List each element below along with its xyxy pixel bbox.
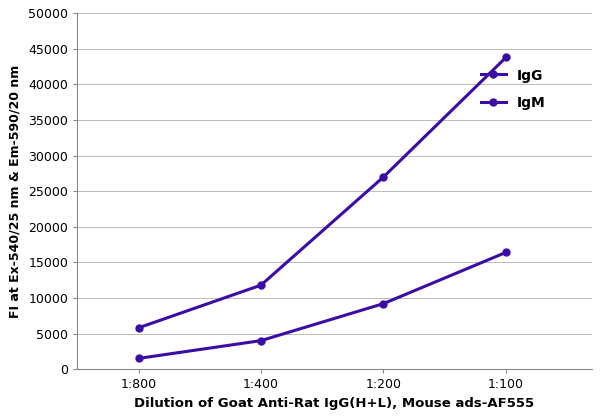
IgM xyxy=(135,356,142,361)
Y-axis label: FI at Ex-540/25 nm & Em-590/20 nm: FI at Ex-540/25 nm & Em-590/20 nm xyxy=(8,65,22,318)
IgM xyxy=(502,250,509,255)
IgG xyxy=(257,283,265,288)
Legend: IgG, IgM: IgG, IgM xyxy=(475,63,551,116)
X-axis label: Dilution of Goat Anti-Rat IgG(H+L), Mouse ads-AF555: Dilution of Goat Anti-Rat IgG(H+L), Mous… xyxy=(134,397,535,410)
Line: IgG: IgG xyxy=(135,54,509,331)
Line: IgM: IgM xyxy=(135,249,509,362)
IgG xyxy=(135,325,142,330)
IgM xyxy=(380,301,387,306)
IgM xyxy=(257,338,265,343)
IgG xyxy=(502,55,509,60)
IgG xyxy=(380,174,387,179)
